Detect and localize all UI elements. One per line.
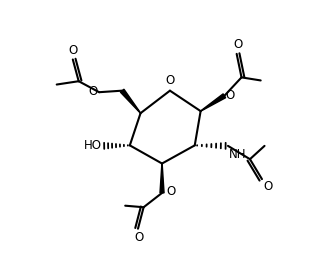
Text: O: O	[263, 180, 272, 193]
Text: NH: NH	[229, 148, 246, 161]
Text: O: O	[165, 74, 175, 87]
Text: O: O	[89, 85, 98, 98]
Text: HO: HO	[84, 139, 102, 152]
Polygon shape	[201, 94, 226, 111]
Polygon shape	[160, 163, 164, 193]
Text: O: O	[68, 44, 77, 57]
Polygon shape	[120, 89, 141, 113]
Text: O: O	[166, 185, 176, 198]
Text: O: O	[135, 231, 144, 244]
Text: O: O	[233, 38, 242, 51]
Text: O: O	[225, 88, 235, 102]
